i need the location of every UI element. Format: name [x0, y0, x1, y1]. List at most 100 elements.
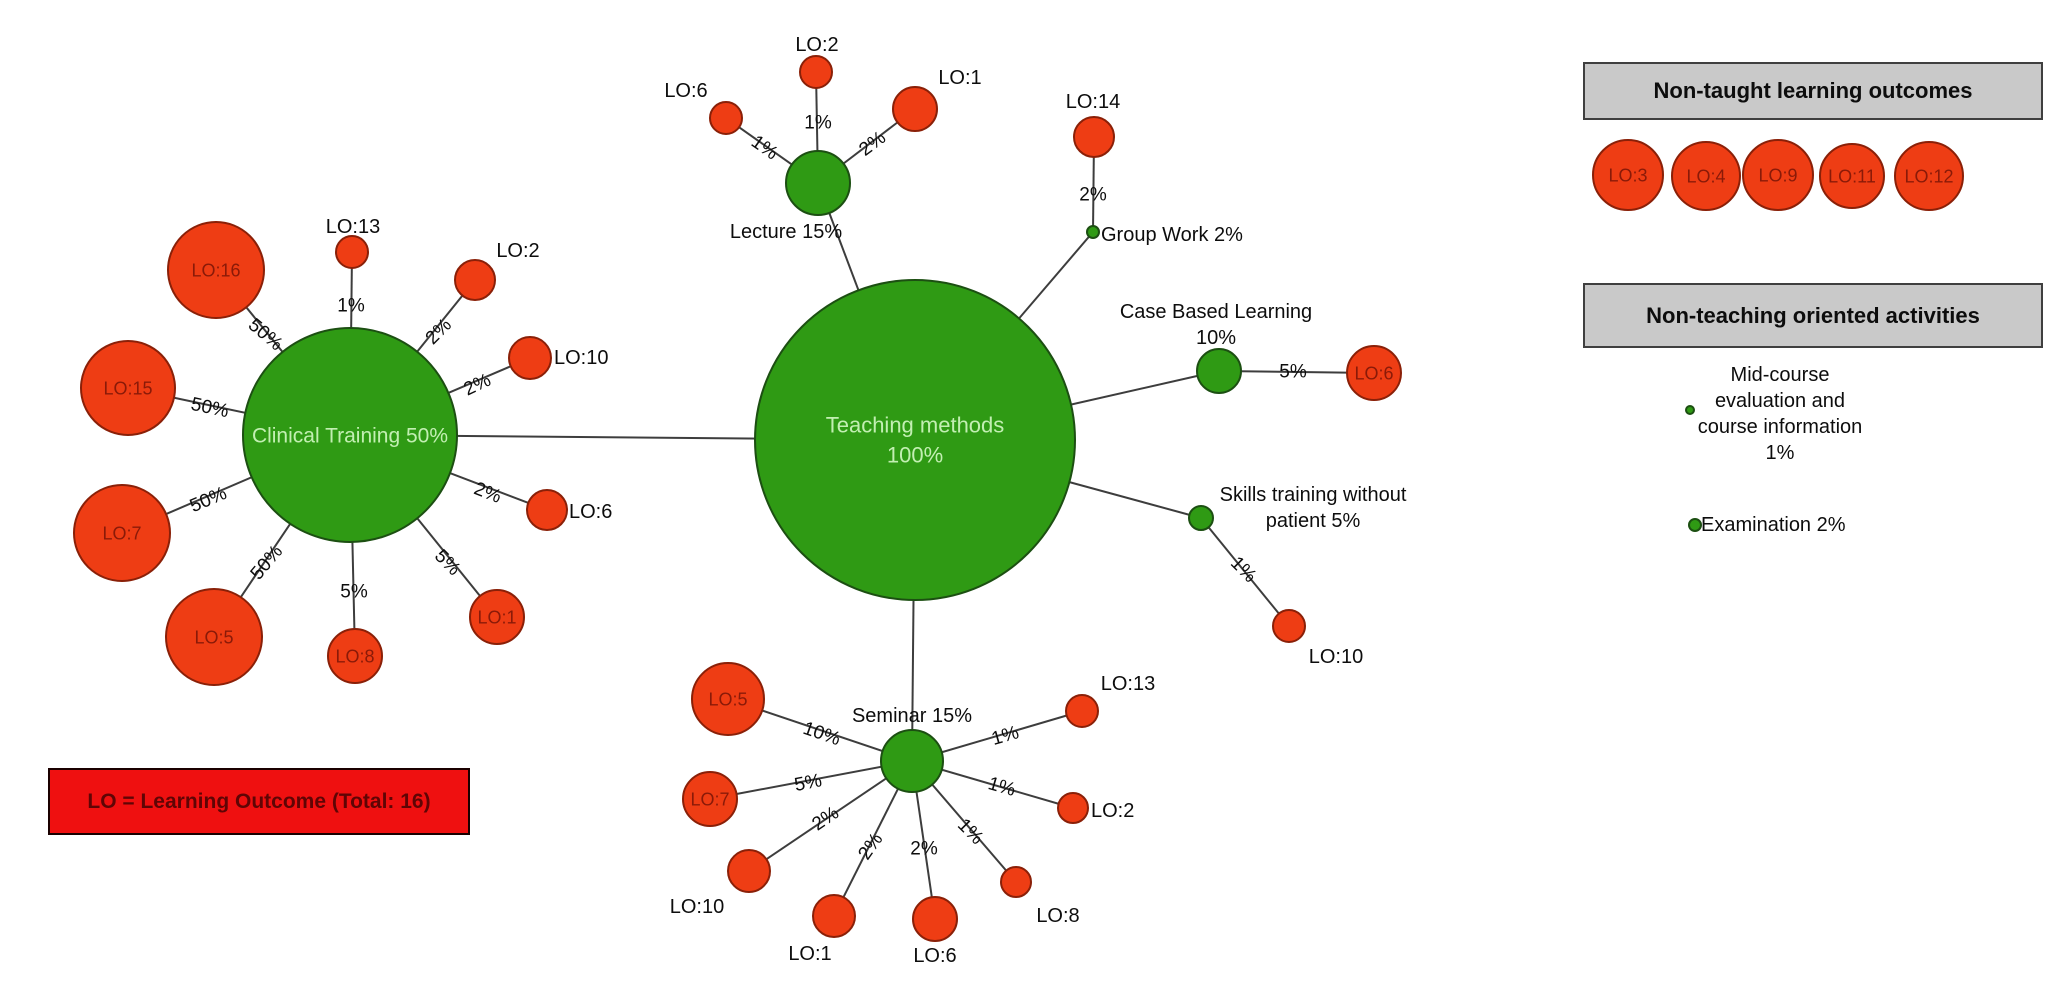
edge-label-seminar-m5: 10%	[800, 718, 843, 750]
edge-label-seminar-m1: 2%	[854, 829, 887, 864]
node-act2dot-circle	[1688, 518, 1702, 532]
label-skills: patient 5%	[1266, 510, 1361, 532]
node-act1dot-circle	[1685, 405, 1695, 415]
label-c10: LO:10	[554, 347, 608, 369]
lo-legend-label: LO = Learning Outcome (Total: 16)	[87, 789, 431, 813]
edge-label-seminar-m10: 2%	[808, 803, 843, 836]
lo-legend-box: LO = Learning Outcome (Total: 16)	[48, 768, 470, 835]
edge-label-clinical-c8: 5%	[340, 582, 368, 603]
node-l6-lo-circle	[709, 101, 743, 135]
edge-label-clinical-c13: 1%	[337, 296, 365, 317]
node-c2-lo-circle	[454, 259, 496, 301]
label-skills: Skills training without	[1220, 484, 1407, 506]
node-n9-lo-circle	[1742, 139, 1814, 211]
node-m1-lo-circle	[812, 894, 856, 938]
non-taught-header-box: Non-taught learning outcomes	[1583, 62, 2043, 120]
label-m7: LO:7	[690, 789, 729, 809]
node-n3-lo-circle	[1592, 139, 1664, 211]
label-b6: LO:6	[1354, 363, 1393, 383]
node-l1-lo-circle	[892, 86, 938, 132]
label-c6: LO:6	[569, 501, 612, 523]
label-lecture: Lecture 15%	[730, 221, 843, 243]
non-teaching-activities-header-label: Non-teaching oriented activities	[1646, 302, 1980, 328]
examination-activity-text: Examination 2%	[1701, 514, 1846, 536]
edge-label-skills-s10: 1%	[1226, 553, 1260, 587]
mid-course-line-1: Mid-course	[1730, 364, 1830, 386]
mid-course-line-3: course information	[1697, 416, 1863, 438]
edge-label-seminar-m13: 1%	[989, 722, 1021, 750]
label-m2: LO:2	[1091, 800, 1134, 822]
edge-label-clinical-c1: 5%	[430, 546, 464, 580]
node-n11-lo-circle	[1819, 143, 1885, 209]
node-lecture-circle	[785, 150, 851, 216]
mid-course-line-2: evaluation and	[1714, 390, 1846, 412]
node-m7-lo-circle	[682, 771, 738, 827]
mid-course-activity-text: Mid-course evaluation and course informa…	[1655, 362, 1905, 466]
label-l6: LO:6	[664, 80, 707, 102]
node-c5-lo-circle	[165, 588, 263, 686]
node-s10-lo-circle	[1272, 609, 1306, 643]
node-c15-lo-circle	[80, 340, 176, 436]
node-m10-lo-circle	[727, 849, 771, 893]
node-b6-lo-circle	[1346, 345, 1402, 401]
label-m1: LO:1	[788, 943, 831, 965]
edge-label-groupwork-g14: 2%	[1079, 185, 1107, 206]
node-m5-lo-circle	[691, 662, 765, 736]
edge-label-clinical-c6: 2%	[471, 478, 504, 507]
node-groupwork-circle	[1086, 225, 1100, 239]
label-g14: LO:14	[1066, 91, 1120, 113]
edge-label-lecture-l2: 1%	[804, 113, 832, 134]
label-n9: LO:9	[1758, 165, 1797, 185]
label-l1: LO:1	[938, 67, 981, 89]
label-groupwork: Group Work 2%	[1101, 224, 1243, 246]
node-cbl-circle	[1196, 348, 1242, 394]
label-clinical: Clinical Training 50%	[252, 424, 448, 447]
node-m8-lo-circle	[1000, 866, 1032, 898]
edge-label-clinical-c7: 50%	[187, 483, 230, 517]
label-l2: LO:2	[795, 34, 838, 56]
node-c16-lo-circle	[167, 221, 265, 319]
node-c6-lo-circle	[526, 489, 568, 531]
label-s10: LO:10	[1309, 646, 1363, 668]
label-c16: LO:16	[191, 260, 240, 280]
edge-label-seminar-m6: 2%	[910, 839, 938, 860]
non-teaching-activities-header-box: Non-teaching oriented activities	[1583, 283, 2043, 348]
label-m13: LO:13	[1101, 673, 1155, 695]
label-seminar: Seminar 15%	[852, 705, 972, 727]
edge-label-clinical-c15: 50%	[189, 394, 231, 422]
node-c10-lo-circle	[508, 336, 552, 380]
label-m6: LO:6	[913, 945, 956, 967]
label-c5: LO:5	[194, 627, 233, 647]
label-m10: LO:10	[670, 896, 724, 918]
node-n12-lo-circle	[1894, 141, 1964, 211]
node-seminar-circle	[880, 729, 944, 793]
edge-label-clinical-c10: 2%	[461, 370, 495, 401]
label-teaching: Teaching methods	[826, 413, 1005, 438]
non-taught-header-label: Non-taught learning outcomes	[1653, 78, 1973, 103]
node-l2-lo-circle	[799, 55, 833, 89]
node-clinical-circle	[242, 327, 458, 543]
node-c1-lo-circle	[469, 589, 525, 645]
node-m13-lo-circle	[1065, 694, 1099, 728]
mid-course-percent: 1%	[1765, 442, 1795, 464]
edge-seminar-m10	[748, 760, 913, 872]
label-n3: LO:3	[1608, 165, 1647, 185]
label-cbl: 10%	[1196, 327, 1236, 349]
edge-label-cbl-b6: 5%	[1279, 362, 1307, 383]
label-c8: LO:8	[335, 646, 374, 666]
node-g14-lo-circle	[1073, 116, 1115, 158]
edge-label-clinical-c2: 2%	[422, 315, 456, 349]
label-m8: LO:8	[1036, 905, 1079, 927]
node-skills-circle	[1188, 505, 1214, 531]
node-teaching-circle	[754, 279, 1076, 601]
node-m2-lo-circle	[1057, 792, 1089, 824]
label-c1: LO:1	[477, 607, 516, 627]
node-c7-lo-circle	[73, 484, 171, 582]
edge-label-seminar-m2: 1%	[986, 773, 1018, 801]
node-n4-lo-circle	[1671, 141, 1741, 211]
edge-label-seminar-m7: 5%	[793, 770, 824, 796]
label-n11: LO:11	[1828, 166, 1876, 186]
node-c8-lo-circle	[327, 628, 383, 684]
